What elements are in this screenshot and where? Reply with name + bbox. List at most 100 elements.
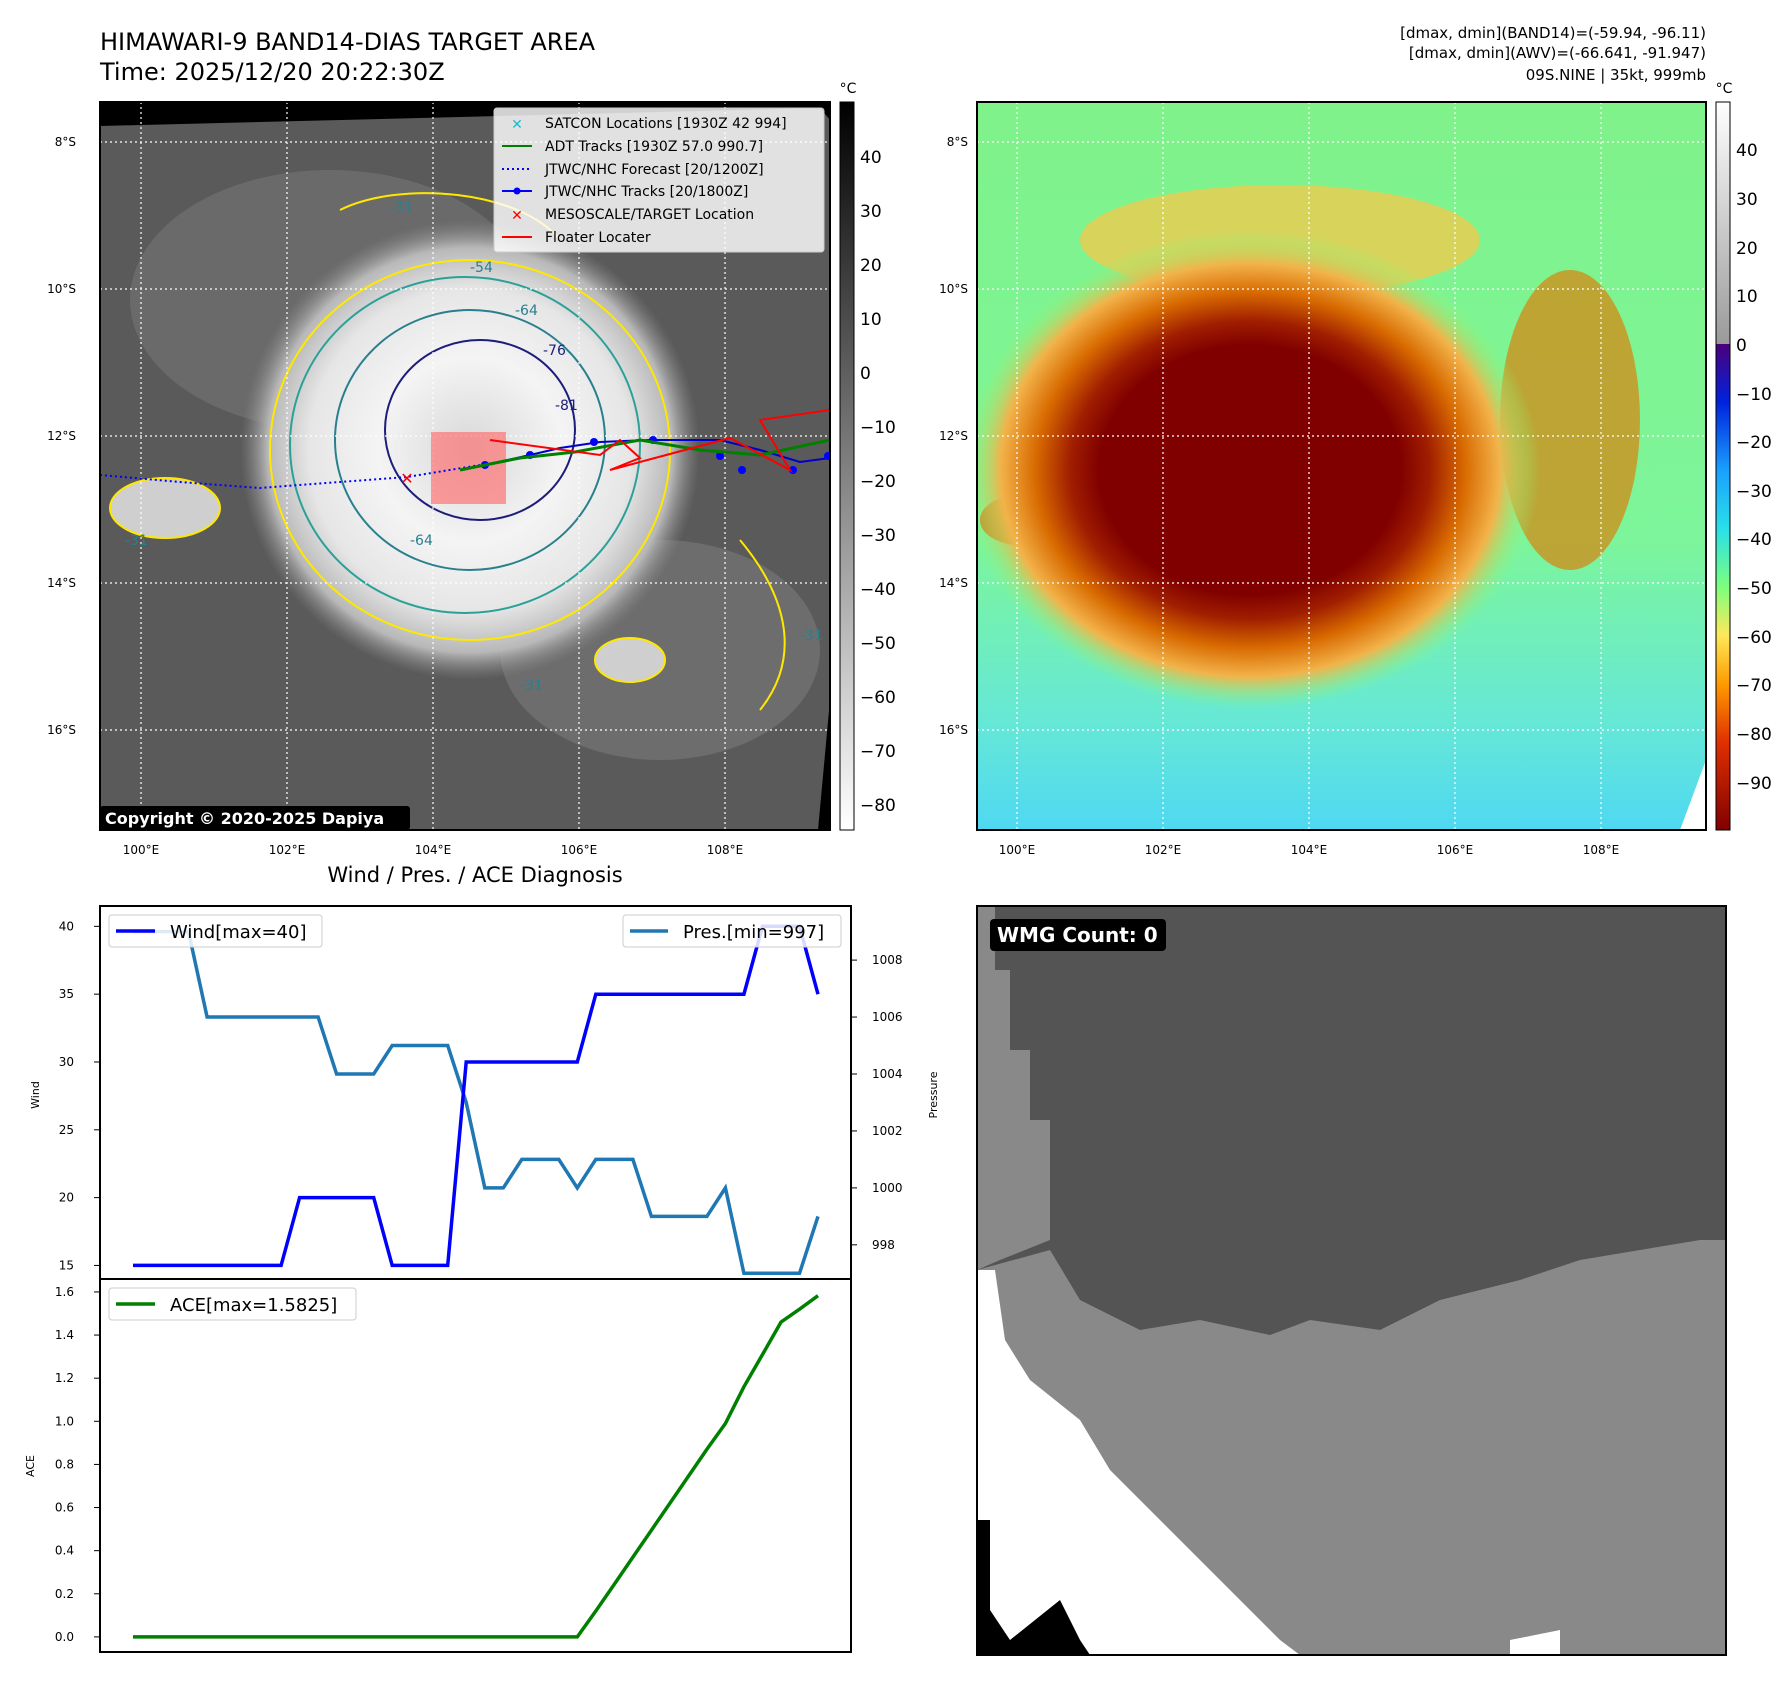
pressure-legend-label: Pres.[min=997] — [683, 922, 824, 943]
svg-text:-31: -31 — [520, 678, 543, 694]
ir-contour-navy — [384, 339, 576, 521]
mesoscale-marker-icon: ✕ — [511, 208, 523, 224]
svg-text:108°E: 108°E — [707, 843, 744, 857]
svg-text:8°S: 8°S — [947, 135, 968, 149]
wmg-white-patch — [1510, 1630, 1560, 1655]
ir-lon-labels: 100°E 102°E 104°E 106°E 108°E — [123, 843, 744, 857]
svg-text:-76: -76 — [543, 343, 566, 359]
ir-contour-labels: -31 -54 -64 -76 -81 -31 -64 -31 -31 — [125, 200, 823, 694]
svg-text:14°S: 14°S — [939, 576, 968, 590]
ace-yticks: 0.0 0.2 0.4 0.6 0.8 1.0 1.2 1.4 1.6 — [55, 1285, 100, 1644]
satcon-marker-icon: ✕ — [511, 117, 523, 133]
tick-label: 0.0 — [55, 1630, 74, 1644]
tracks-dot-icon — [513, 187, 521, 195]
svg-text:40: 40 — [1736, 141, 1758, 161]
svg-text:−40: −40 — [860, 580, 896, 600]
svg-text:14°S: 14°S — [47, 576, 76, 590]
copyright-box — [100, 806, 410, 830]
svg-text:-31: -31 — [800, 628, 823, 644]
svg-text:−90: −90 — [1736, 774, 1772, 794]
legend-item-floater: Floater Locater — [502, 230, 651, 246]
tick-label: 0.4 — [55, 1544, 74, 1558]
ir-colorbar-unit: °C — [840, 81, 857, 97]
ace-frame — [99, 1278, 852, 1653]
awv-gridlines — [977, 102, 1706, 830]
svg-text:102°E: 102°E — [1145, 843, 1182, 857]
ace-legend-label: ACE[max=1.5825] — [170, 1295, 337, 1316]
svg-text:ADT Tracks [1930Z 57.0 990.7]: ADT Tracks [1930Z 57.0 990.7] — [545, 139, 763, 155]
svg-text:104°E: 104°E — [415, 843, 452, 857]
awv-colorbar-lower — [1716, 344, 1730, 830]
tick-label: 0.8 — [55, 1457, 74, 1471]
info-band14-range: [dmax, dmin](BAND14)=(-59.94, -96.11) — [1400, 24, 1706, 42]
svg-text:20: 20 — [860, 256, 882, 276]
tick-label: 40 — [59, 919, 74, 933]
tick-label: 1004 — [872, 1067, 903, 1081]
wind-pressure-frame — [99, 905, 852, 1280]
tick-label: 1.4 — [55, 1328, 74, 1342]
legend-item-satcon: ✕ SATCON Locations [1930Z 42 994] — [511, 116, 786, 133]
svg-text:-31: -31 — [125, 533, 148, 549]
svg-text:16°S: 16°S — [939, 723, 968, 737]
svg-text:−50: −50 — [1736, 579, 1772, 599]
svg-text:MESOSCALE/TARGET Location: MESOSCALE/TARGET Location — [545, 207, 754, 223]
svg-text:−40: −40 — [1736, 530, 1772, 550]
tick-label: 20 — [59, 1191, 74, 1205]
svg-text:−10: −10 — [1736, 385, 1772, 405]
wmg-frame — [976, 905, 1727, 1656]
tick-label: 25 — [59, 1123, 74, 1137]
ace-chart: 0.0 0.2 0.4 0.6 0.8 1.0 1.2 1.4 1.6 ACE ACE[max=… — [24, 1278, 852, 1653]
svg-text:8°S: 8°S — [55, 135, 76, 149]
info-awv-range: [dmax, dmin](AWV)=(-66.641, -91.947) — [1409, 44, 1706, 62]
tick-label: 0.6 — [55, 1501, 74, 1515]
svg-text:−60: −60 — [860, 688, 896, 708]
pressure-yticks: 998 1000 1002 1004 1006 1008 — [851, 953, 903, 1252]
tick-label: 1008 — [872, 953, 903, 967]
ir-contour-east-band — [739, 539, 786, 711]
svg-text:−10: −10 — [860, 418, 896, 438]
pressure-series-line — [133, 929, 820, 1276]
awv-colorbar-upper — [1716, 102, 1730, 344]
svg-text:108°E: 108°E — [1583, 843, 1620, 857]
svg-text:106°E: 106°E — [561, 843, 598, 857]
svg-text:−30: −30 — [860, 526, 896, 546]
ace-series-line — [133, 1294, 820, 1639]
wmg-black-region — [977, 1520, 1090, 1655]
info-storm-summary: 09S.NINE | 35kt, 999mb — [1526, 66, 1706, 84]
svg-text:SATCON Locations [1930Z 42 994: SATCON Locations [1930Z 42 994] — [545, 116, 787, 132]
svg-text:100°E: 100°E — [123, 843, 160, 857]
svg-text:10: 10 — [1736, 287, 1758, 307]
svg-text:-54: -54 — [470, 260, 493, 276]
svg-text:JTWC/NHC Tracks [20/1800Z]: JTWC/NHC Tracks [20/1800Z] — [544, 184, 748, 200]
ir-colorbar-ticks: 40 30 20 10 0 −10 −20 −30 −40 −50 −60 −7… — [860, 148, 896, 816]
svg-text:−20: −20 — [1736, 433, 1772, 453]
legend-box — [493, 107, 825, 253]
ir-map-frame — [99, 101, 831, 831]
svg-text:10°S: 10°S — [47, 282, 76, 296]
awv-lon-labels: 100°E 102°E 104°E 106°E 108°E — [999, 843, 1620, 857]
svg-text:12°S: 12°S — [939, 429, 968, 443]
svg-text:16°S: 16°S — [47, 723, 76, 737]
wmg-count-box — [990, 919, 1166, 951]
svg-text:-81: -81 — [555, 398, 578, 414]
svg-text:30: 30 — [1736, 190, 1758, 210]
tick-label: 998 — [872, 1238, 895, 1252]
tick-label: 1.2 — [55, 1371, 74, 1385]
legend-item-jtwc-tracks: JTWC/NHC Tracks [20/1800Z] — [502, 184, 748, 200]
awv-storm-core — [977, 230, 1540, 710]
tick-label: 1002 — [872, 1124, 903, 1138]
awv-colorbar-frame — [1715, 101, 1731, 831]
tick-label: 15 — [59, 1258, 74, 1272]
awv-map-frame — [976, 101, 1707, 831]
svg-text:JTWC/NHC Forecast [20/1200Z]: JTWC/NHC Forecast [20/1200Z] — [544, 162, 764, 178]
pressure-axis-label: Pressure — [927, 1071, 940, 1118]
ace-legend-box — [108, 1287, 357, 1321]
wind-yticks: 15 20 25 30 35 40 — [59, 919, 100, 1272]
ir-colorbar — [839, 101, 855, 831]
wmg-count-label: WMG Count: 0 — [997, 923, 1158, 947]
mesoscale-target-marker: ✕ — [400, 469, 413, 488]
awv-colorbar-ticks: 40 30 20 10 0 −10 −20 −30 −40 −50 −60 −7… — [1736, 141, 1772, 794]
svg-text:-64: -64 — [410, 533, 433, 549]
ir-contour-teal — [289, 276, 641, 614]
awv-lat-labels: 8°S 10°S 12°S 14°S 16°S — [939, 135, 968, 737]
